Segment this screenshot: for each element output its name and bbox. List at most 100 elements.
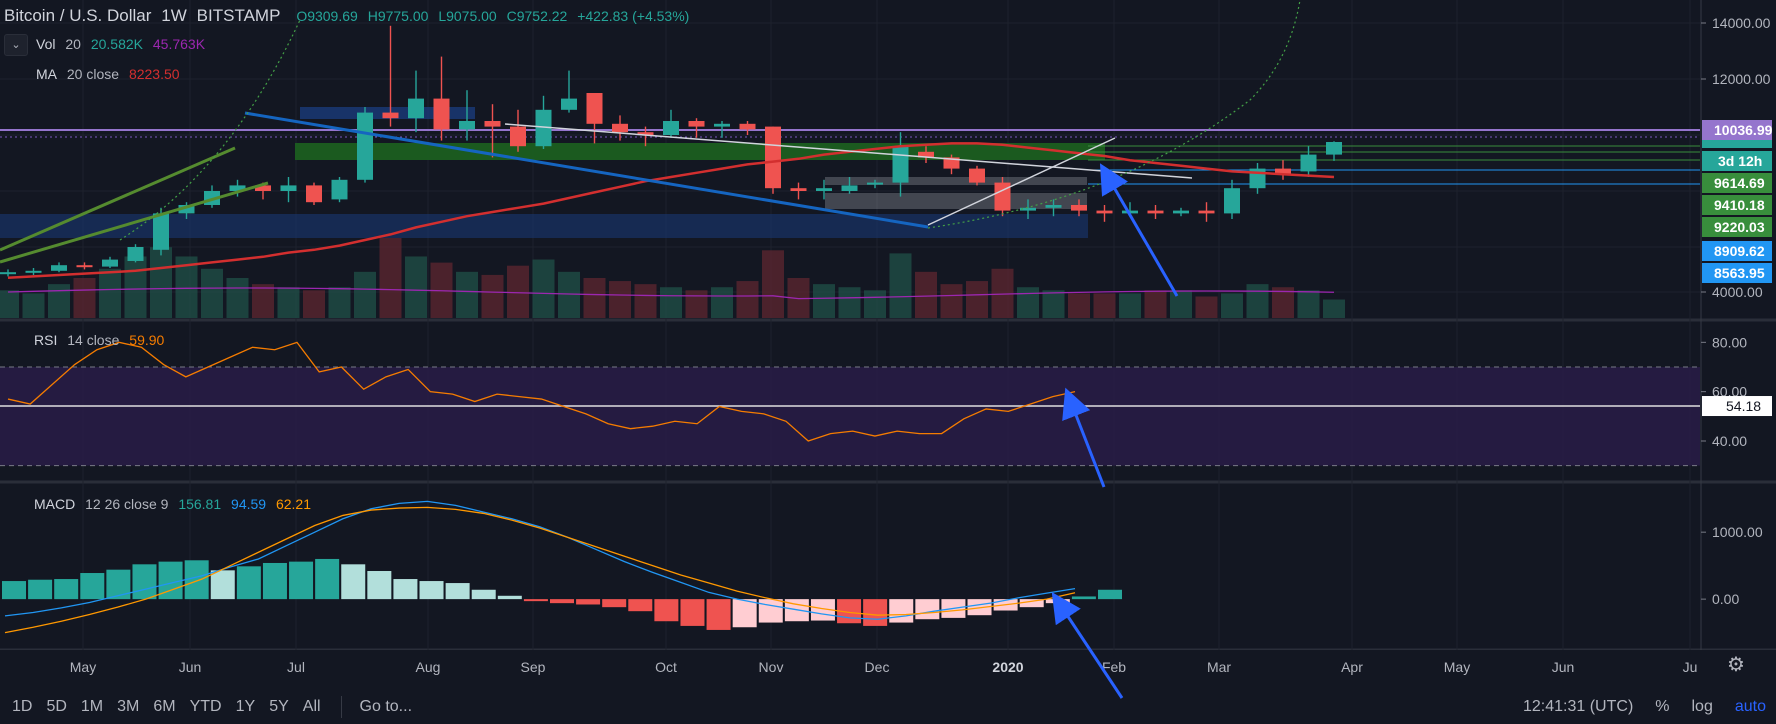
time-label: Jul: [287, 659, 305, 675]
candle-body: [255, 185, 271, 191]
tf-5d[interactable]: 5D: [46, 698, 67, 715]
price-label: 8563.95: [1714, 265, 1765, 281]
settings-gear-icon[interactable]: ⚙: [1727, 654, 1745, 676]
macd-hist-bar: [550, 599, 574, 604]
macd-hist-bar: [393, 579, 418, 600]
volume-bar: [150, 247, 172, 318]
candle-body: [994, 182, 1011, 211]
candle-body: [510, 126, 526, 147]
time-label: May: [70, 659, 96, 675]
volume-bar: [583, 278, 606, 318]
range-box-grey: [825, 177, 1087, 185]
time-label: Feb: [1102, 659, 1126, 675]
macd-hist-bar: [497, 595, 522, 600]
volume-bar: [1093, 293, 1116, 318]
log-toggle[interactable]: log: [1691, 698, 1713, 715]
rsi-tick-label: 40.00: [1712, 433, 1747, 449]
rsi-tick-label: 80.00: [1712, 334, 1747, 350]
volume-bar: [634, 284, 657, 318]
channel-line-upper: [0, 146, 236, 252]
candle-body: [1020, 207, 1036, 211]
price-label-bg: [1702, 151, 1772, 171]
parabolic-curve-early: [119, 19, 301, 241]
drawing-zones: [0, 107, 1700, 238]
macd-hist-bar: [419, 581, 444, 600]
candle-body: [1224, 188, 1240, 214]
candle-body: [76, 265, 93, 268]
volume-bar: [73, 278, 96, 318]
macd-value: 156.81: [178, 496, 222, 512]
tf-5y[interactable]: 5Y: [269, 698, 289, 715]
price-label-bg: [1702, 241, 1772, 261]
volume-bar: [1170, 290, 1192, 318]
price-tick-label: 12000.00: [1712, 71, 1771, 87]
axes: 14000.00 12000.00 4000.00 10036.99 3d 12h 961…: [70, 15, 1773, 675]
white-trendline: [504, 123, 1193, 179]
macd-hist-bar: [732, 599, 757, 628]
candle-body: [1198, 210, 1215, 214]
volume-bar: [99, 268, 121, 318]
ma-legend[interactable]: MA 20 close 8223.50: [36, 66, 186, 82]
collapse-legend-icon[interactable]: ⌄: [4, 34, 28, 56]
candles: [0, 25, 1342, 277]
macd-hist-bar: [80, 573, 105, 600]
volume-bar: [685, 290, 708, 318]
macd-hist-bar: [1045, 599, 1070, 604]
price-label-bg: [1702, 140, 1772, 148]
volume-bar: [124, 256, 147, 318]
price-label-bg: [1702, 173, 1772, 193]
indicator-lines: [0, 0, 1335, 280]
ma20-line: [7, 142, 1335, 280]
tf-3m[interactable]: 3M: [117, 698, 140, 715]
rsi-line: [7, 341, 1076, 442]
tf-1m[interactable]: 1M: [80, 698, 104, 715]
macd-hist-bar: [132, 564, 157, 600]
auto-toggle[interactable]: auto: [1734, 698, 1766, 715]
percent-toggle[interactable]: %: [1655, 698, 1670, 715]
candle-body: [229, 185, 246, 191]
volume-bar: [1272, 287, 1294, 318]
time-label: Sep: [521, 659, 546, 675]
interval[interactable]: 1W: [161, 6, 187, 25]
volume-bar: [481, 274, 504, 318]
macd-hist-bar: [680, 599, 705, 626]
candle-body: [892, 146, 909, 183]
candle-body: [841, 185, 858, 191]
macd-legend[interactable]: MACD 12 26 close 9 156.81 94.59 62.21: [34, 496, 317, 512]
grid: [0, 0, 1776, 690]
tf-6m[interactable]: 6M: [153, 698, 176, 715]
volume-bar: [532, 259, 555, 318]
rsi-legend[interactable]: RSI 14 close 59.90: [34, 332, 170, 348]
symbol-name[interactable]: Bitcoin / U.S. Dollar: [4, 6, 152, 25]
candle-body: [663, 121, 679, 135]
candle-body: [1147, 210, 1164, 214]
candle-body: [25, 270, 42, 273]
clock[interactable]: 12:41:31 (UTC): [1523, 698, 1634, 715]
time-label: Jun: [179, 659, 202, 675]
goto-button[interactable]: Go to...: [359, 698, 413, 715]
tf-1y[interactable]: 1Y: [235, 698, 256, 715]
tf-all[interactable]: All: [302, 698, 321, 715]
volume-bar: [966, 281, 988, 318]
tf-1d[interactable]: 1D: [12, 698, 33, 715]
candle-body: [586, 93, 603, 124]
tf-ytd[interactable]: YTD: [189, 698, 222, 715]
macd-hist-bar: [262, 562, 287, 600]
candle-body: [459, 121, 475, 130]
vol-legend[interactable]: Vol 20 20.582K 45.763K: [36, 36, 211, 52]
toolbar-right: 12:41:31 (UTC) % log auto: [1501, 690, 1766, 724]
volume-bar: [660, 287, 682, 318]
rsi-name: RSI: [34, 332, 58, 348]
macd-pane: [2, 500, 1122, 634]
volume-bar: [1017, 287, 1039, 318]
rsi-value: 59.90: [129, 332, 165, 348]
volume-bar: [1144, 290, 1167, 318]
candle-body: [739, 123, 756, 130]
volume-bar: [354, 271, 376, 318]
volume-bar: [1246, 284, 1269, 318]
macd-hist-bar: [915, 599, 940, 620]
rsi-params: 14 close: [67, 332, 120, 348]
volume-bar: [838, 287, 861, 318]
macd-hist-bar: [184, 560, 209, 600]
